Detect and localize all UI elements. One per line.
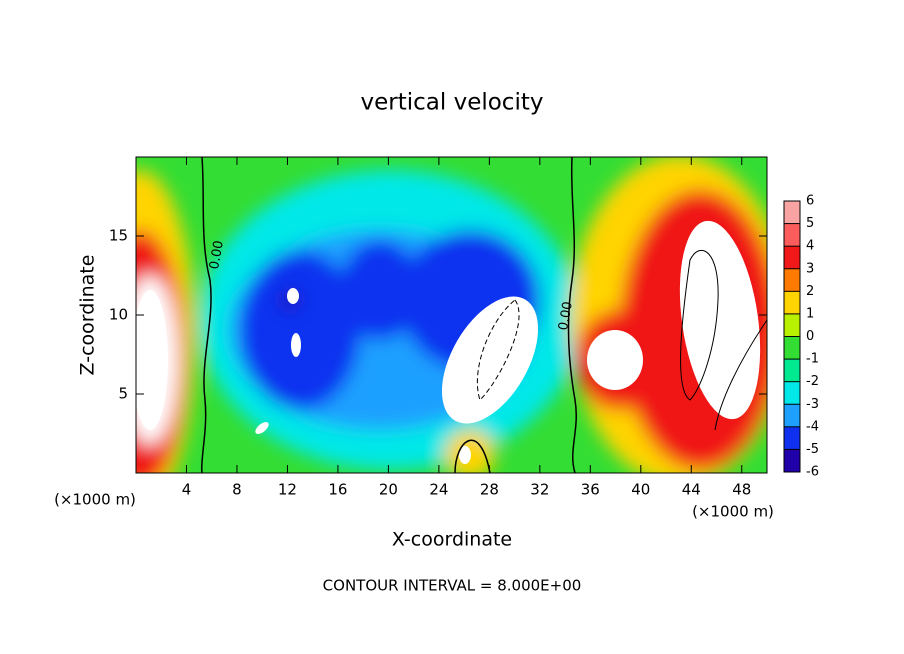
contour-label: 0.00 xyxy=(207,239,227,270)
y-tick-label: 10 xyxy=(109,306,128,324)
x-axis-label: X-coordinate xyxy=(392,529,512,551)
y-tick-label: 15 xyxy=(109,227,128,245)
colorbar-band xyxy=(784,313,800,337)
colorbar-label: -4 xyxy=(806,419,819,434)
colorbar-label: -1 xyxy=(806,352,819,367)
x-tick-label: 48 xyxy=(732,481,751,499)
x-tick-label: 24 xyxy=(429,481,448,499)
y-tick-label: 5 xyxy=(118,385,128,403)
colorbar-band xyxy=(784,449,800,472)
colorbar-label: -3 xyxy=(806,397,819,412)
x-tick-label: 16 xyxy=(328,481,347,499)
annotation: CONTOUR INTERVAL = 8.000E+00 xyxy=(323,577,582,595)
x-tick-label: 40 xyxy=(631,481,650,499)
colorbar-band xyxy=(784,359,800,382)
x-tick-label: 28 xyxy=(480,481,499,499)
x-tick-label: 36 xyxy=(581,481,600,499)
colorbar-label: -5 xyxy=(806,442,819,457)
colorbar-label: -2 xyxy=(806,374,819,389)
y-axis-label: Z-coordinate xyxy=(77,255,99,376)
colorbar-frame xyxy=(783,200,801,473)
chart-title: vertical velocity xyxy=(361,90,544,116)
colorbar-label: 6 xyxy=(806,194,814,209)
colorbar-label: -6 xyxy=(806,465,819,480)
x-unit-label: (×1000 m) xyxy=(692,503,774,521)
colorbar-band xyxy=(784,404,800,427)
colorbar-band xyxy=(784,268,800,292)
contour-label: 0.00 xyxy=(556,300,576,331)
field xyxy=(136,157,767,473)
x-tick-label: 8 xyxy=(232,481,242,499)
colorbar-label: 4 xyxy=(806,239,814,254)
x-tick-label: 20 xyxy=(379,481,398,499)
colorbar-band xyxy=(784,426,800,450)
colorbar-label: 5 xyxy=(806,216,814,231)
colorbar-label: 0 xyxy=(806,329,814,344)
colorbar-band xyxy=(784,336,800,360)
colorbar-band xyxy=(784,201,800,224)
x-unit-label: (×1000 m) xyxy=(54,491,136,509)
colorbar-band xyxy=(784,246,800,269)
colorbar-label: 2 xyxy=(806,284,814,299)
colorbar-band xyxy=(784,381,800,405)
x-tick-label: 32 xyxy=(530,481,549,499)
x-tick-label: 44 xyxy=(682,481,701,499)
x-tick-label: 12 xyxy=(278,481,297,499)
colorbar-band xyxy=(784,223,800,247)
colorbar-band xyxy=(784,291,800,314)
x-tick-label: 4 xyxy=(182,481,192,499)
colorbar-label: 1 xyxy=(806,306,814,321)
colorbar-label: 3 xyxy=(806,261,814,276)
